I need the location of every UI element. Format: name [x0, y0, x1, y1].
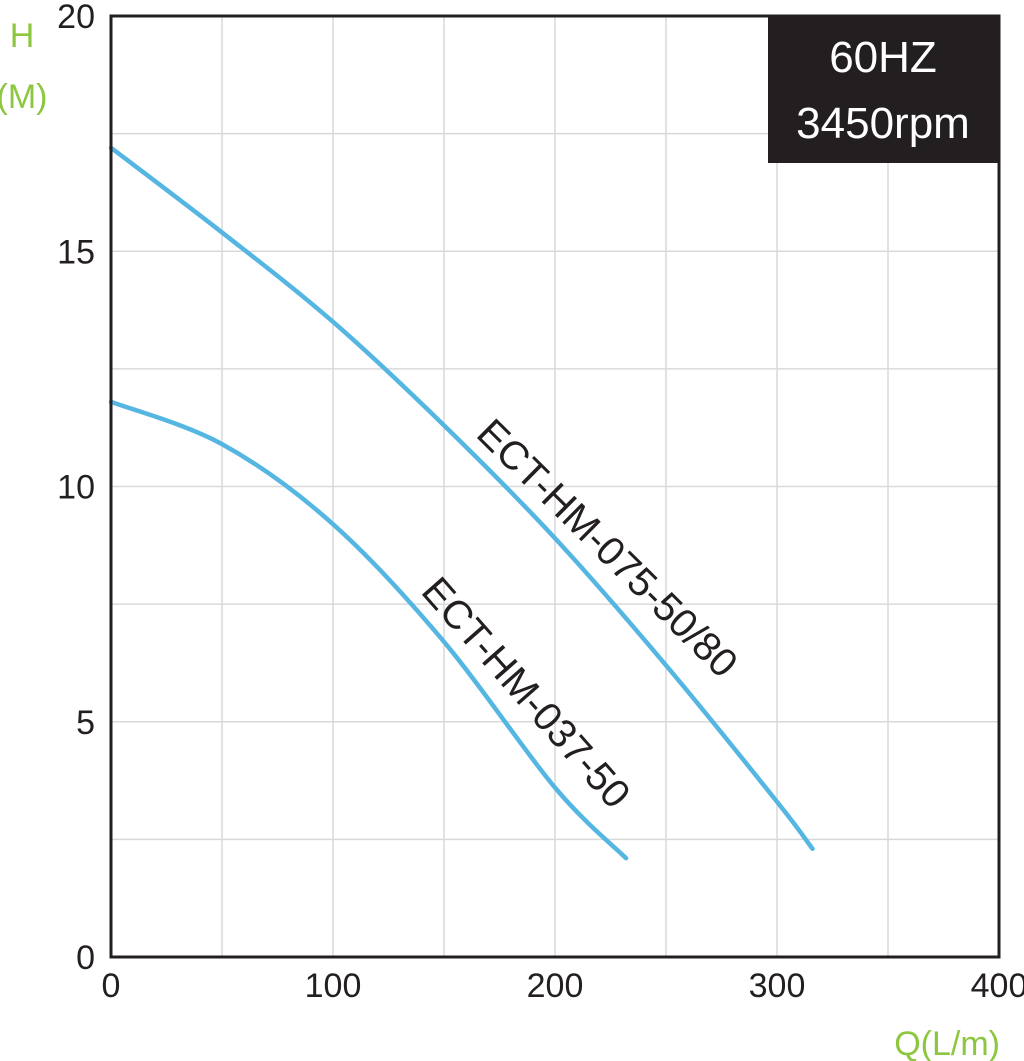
x-tick-label: 400 — [971, 967, 1024, 1005]
x-tick-label: 200 — [527, 967, 584, 1005]
y-axis-label-unit: (M) — [0, 78, 47, 116]
x-axis-label: Q(L/m) — [894, 1025, 1000, 1061]
y-tick-label: 10 — [57, 469, 95, 507]
curves — [108, 145, 815, 861]
y-tick-labels: 0 5 10 15 20 — [57, 0, 95, 977]
x-tick-label: 300 — [749, 967, 806, 1005]
speed-badge: 60HZ 3450rpm — [768, 16, 999, 163]
y-tick-label: 15 — [57, 233, 95, 271]
y-tick-label: 5 — [76, 704, 95, 742]
x-tick-label: 100 — [305, 967, 362, 1005]
speed-badge-box — [768, 16, 999, 163]
y-axis-label-h: H — [10, 17, 35, 55]
plot-frame — [109, 14, 1001, 959]
y-tick-label: 20 — [57, 0, 95, 36]
rpm-label: 3450rpm — [796, 99, 970, 148]
frequency-label: 60HZ — [829, 33, 937, 82]
curve-label-2: ECT-HM-037-50 — [413, 569, 638, 817]
x-tick-labels: 0 100 200 300 400 — [102, 967, 1024, 1005]
curve-line-1 — [108, 145, 815, 852]
curve-line-2 — [108, 399, 629, 861]
x-tick-label: 0 — [102, 967, 121, 1005]
y-tick-label: 0 — [76, 939, 95, 977]
